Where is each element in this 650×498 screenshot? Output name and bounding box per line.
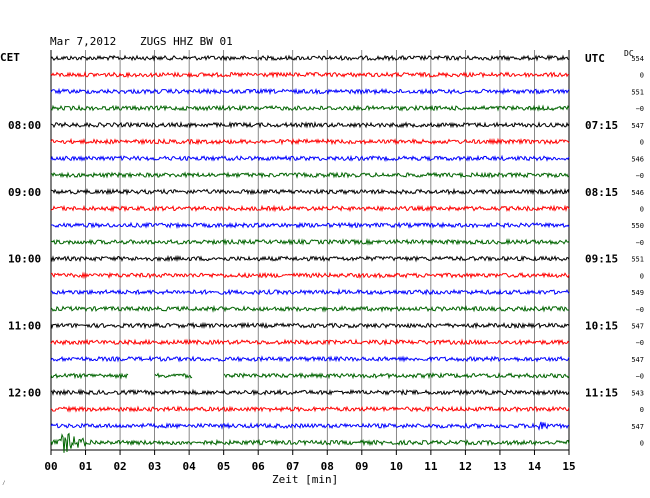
trace-row [50, 304, 570, 313]
trace-row [50, 271, 570, 280]
dc-value-label: −0 [636, 306, 644, 314]
dc-value-label: 0 [640, 72, 644, 80]
trace-row [50, 371, 570, 380]
dc-value-label: 0 [640, 406, 644, 414]
dc-value-label: −0 [636, 239, 644, 247]
x-tick-label: 04 [183, 460, 197, 473]
dc-value-label: 0 [640, 205, 644, 213]
time-labels: 08:00 09:00 10:00 11:00 12:00 UTC 07:15 08:15 09… [8, 52, 644, 448]
x-tick-label: 06 [252, 460, 266, 473]
trace-row [50, 355, 570, 363]
dc-value-label: 549 [631, 289, 644, 297]
right-time-label: 09:15 [585, 253, 618, 266]
trace-row [50, 288, 570, 296]
x-tick-label: 01 [79, 460, 93, 473]
trace-row [50, 338, 570, 346]
x-axis-ticks: 00 01 02 03 04 05 06 07 08 09 10 11 12 13 14 15 [44, 450, 576, 473]
minute-grid [50, 50, 570, 451]
right-time-label: 11:15 [585, 386, 618, 399]
x-tick-label: 15 [562, 460, 575, 473]
trace-row [50, 154, 570, 162]
left-time-label: 09:00 [8, 186, 41, 199]
trace-row [50, 171, 570, 179]
x-tick-label: 07 [286, 460, 299, 473]
trace-row [50, 421, 570, 431]
x-tick-label: 10 [390, 460, 403, 473]
trace-row [50, 120, 570, 129]
dc-value-label: 547 [631, 323, 644, 331]
x-axis-label: Zeit [min] [272, 473, 338, 486]
x-tick-label: 05 [217, 460, 230, 473]
trace-row [50, 87, 570, 96]
dc-label: DC [624, 49, 634, 58]
left-time-label: 12:00 [8, 386, 41, 399]
dc-value-label: 551 [631, 88, 644, 96]
trace-row [50, 321, 570, 330]
left-axis-label: CET [0, 51, 20, 64]
x-tick-label: 09 [355, 460, 368, 473]
trace-row [50, 221, 570, 230]
dc-value-label: 547 [631, 122, 644, 130]
dc-value-label: −0 [636, 172, 644, 180]
right-time-label: 10:15 [585, 320, 618, 333]
right-time-label: UTC [585, 52, 605, 65]
dc-value-label: −0 [636, 339, 644, 347]
left-time-label: 11:00 [8, 320, 41, 333]
dc-value-label: −0 [636, 373, 644, 381]
trace-row [50, 187, 570, 196]
trace-row [50, 54, 570, 62]
x-tick-label: 12 [459, 460, 472, 473]
trace-rows [50, 54, 570, 453]
corner-mark: ⁄ [2, 480, 6, 487]
dc-value-label: 546 [631, 189, 644, 197]
dc-value-label: 0 [640, 139, 644, 147]
dc-value-label: 0 [640, 272, 644, 280]
trace-row [50, 70, 570, 79]
x-tick-label: 13 [493, 460, 506, 473]
dc-value-label: −0 [636, 105, 644, 113]
dc-value-label: 543 [631, 389, 644, 397]
left-time-label: 10:00 [8, 253, 41, 266]
trace-row [50, 204, 570, 213]
x-tick-label: 00 [44, 460, 57, 473]
trace-row [50, 405, 570, 413]
x-tick-label: 02 [113, 460, 126, 473]
trace-row [50, 388, 570, 397]
dc-value-label: 554 [631, 55, 644, 63]
right-time-label: 07:15 [585, 119, 618, 132]
x-tick-label: 11 [424, 460, 438, 473]
x-tick-label: 14 [528, 460, 542, 473]
x-tick-label: 08 [321, 460, 334, 473]
header-station: ZUGS HHZ BW 01 [140, 35, 233, 48]
trace-row [50, 254, 570, 263]
dc-value-label: 547 [631, 356, 644, 364]
right-time-label: 08:15 [585, 186, 618, 199]
header-date: Mar 7,2012 [50, 35, 116, 48]
dc-value-label: 546 [631, 155, 644, 163]
trace-row [50, 137, 570, 146]
dc-value-label: 551 [631, 256, 644, 264]
dc-value-label: 550 [631, 222, 644, 230]
dc-value-label: 0 [640, 440, 644, 448]
x-tick-label: 03 [148, 460, 161, 473]
left-time-label: 08:00 [8, 119, 41, 132]
dc-value-label: 547 [631, 423, 644, 431]
trace-row [50, 238, 570, 246]
trace-row [50, 432, 570, 453]
trace-row [50, 104, 570, 112]
